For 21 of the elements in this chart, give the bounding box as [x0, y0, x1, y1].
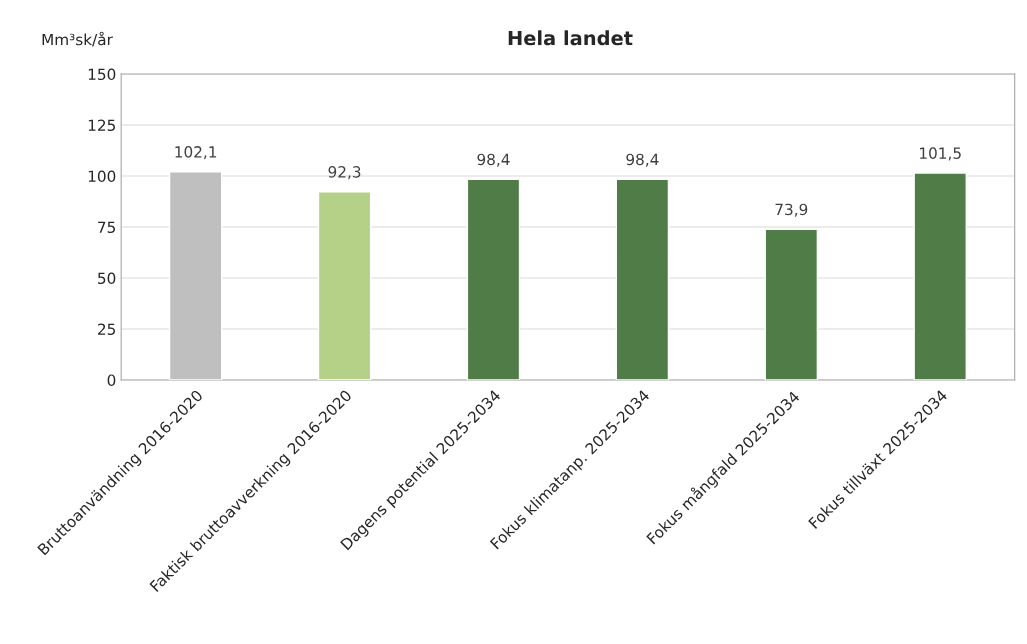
data-label: 73,9 [775, 203, 808, 217]
data-label: 98,4 [477, 153, 510, 167]
bar [317, 191, 372, 380]
y-tick-label: 0 [107, 374, 116, 386]
y-tick-label: 75 [98, 221, 115, 234]
bar [615, 178, 670, 380]
y-axis-title: Mm³sk/år [42, 31, 113, 47]
data-label: 101,5 [920, 147, 961, 161]
y-tick-label: 150 [88, 68, 116, 81]
bar [466, 178, 521, 380]
data-label: 98,4 [626, 153, 659, 167]
y-tick-label: 50 [98, 272, 116, 285]
data-label: 102,1 [175, 146, 217, 160]
chart-title: Hela landet [508, 30, 633, 46]
y-tick-label: 25 [98, 323, 115, 335]
bar [913, 172, 967, 380]
data-label: 92,3 [328, 166, 361, 180]
y-tick-label: 100 [88, 170, 116, 183]
y-tick-label: 125 [88, 119, 115, 132]
bar [168, 171, 223, 380]
bar [764, 228, 819, 380]
